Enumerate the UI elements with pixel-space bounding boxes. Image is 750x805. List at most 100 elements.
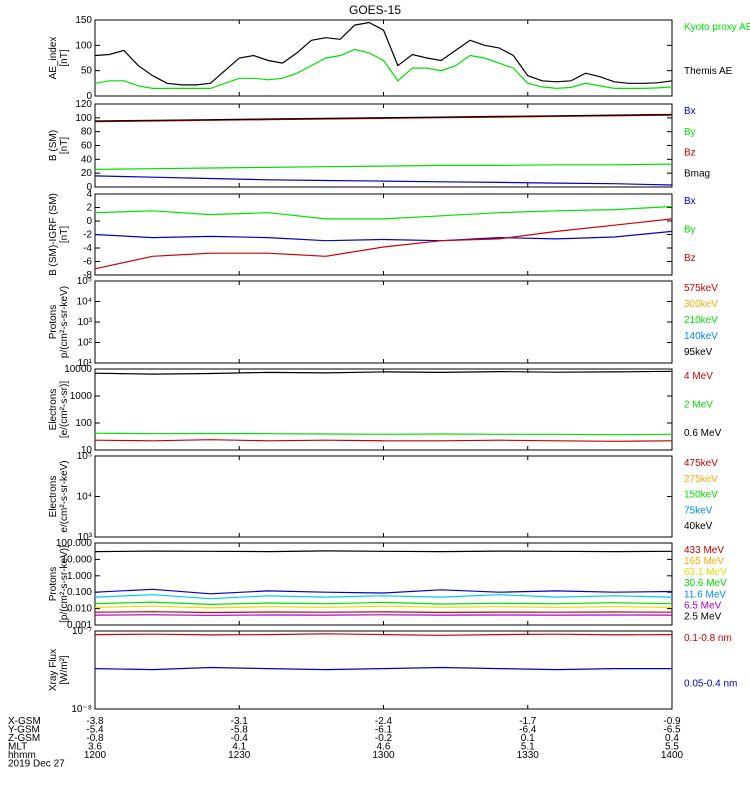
legend-entry: 140keV [684, 331, 718, 342]
legend-entry: 30.6 MeV [684, 578, 727, 589]
y-tick-label: 1.000 [67, 571, 92, 582]
y-axis-label: Xray Flux [48, 649, 59, 691]
orbit-row-value: 1330 [517, 750, 540, 761]
y-tick-label: 100.000 [56, 538, 93, 549]
legend-entry: 150keV [684, 490, 718, 501]
y-tick-label: 10⁻⁸ [71, 704, 92, 715]
orbit-row-value: -0.2 [375, 733, 393, 744]
series-line-1 [94, 432, 673, 436]
y-tick-label: 100 [75, 113, 92, 124]
series-line-2 [94, 439, 673, 442]
y-tick-label: 0 [86, 182, 92, 193]
orbit-row-value: -6.5 [663, 725, 681, 736]
legend-entry: 475keV [684, 458, 718, 469]
legend-entry: By [684, 224, 696, 235]
orbit-row-value: -2.4 [375, 716, 393, 727]
orbit-row-value: -0.8 [86, 733, 104, 744]
legend-entry: 95keV [684, 347, 713, 358]
legend-entry: 6.5 MeV [684, 600, 722, 611]
y-tick-label: 100 [75, 40, 92, 51]
legend-entry: 433 MeV [684, 545, 724, 556]
y-tick-label: 40 [81, 154, 93, 165]
series-line-1 [94, 48, 673, 90]
y-tick-label: 10⁻⁷ [72, 626, 92, 637]
panel-4: 10 100 1000 10000 Electrons [e/(cm²-s-sr)] 4 M… [48, 364, 722, 456]
y-tick-label: -2 [83, 230, 92, 241]
legend-entry: 300keV [684, 299, 718, 310]
orbit-row-value: 1200 [84, 750, 107, 761]
y-tick-label: 0.010 [67, 604, 92, 615]
orbit-row-value: 5.5 [665, 742, 679, 753]
y-tick-label: 20 [81, 168, 93, 179]
date-label: 2019 Dec 27 [8, 759, 65, 770]
series-line-0 [94, 550, 673, 553]
orbit-row-value: -3.8 [86, 716, 104, 727]
y-tick-label: 10³ [78, 532, 93, 543]
series-line-5 [94, 611, 673, 614]
panel-frame [94, 280, 673, 364]
y-tick-label: 10000 [64, 364, 92, 375]
orbit-row-value: -5.8 [231, 725, 249, 736]
y-tick-label: -6 [83, 257, 92, 268]
series-line-1 [94, 113, 673, 122]
y-tick-label: 10¹ [78, 358, 93, 369]
y-tick-label: 1000 [70, 391, 93, 402]
legend-entry: 11.6 MeV [684, 589, 726, 600]
orbit-row-label: MLT [8, 742, 27, 753]
series-line-2 [94, 594, 673, 600]
y-axis-label: [W/m²] [59, 655, 70, 685]
legend-entry: 0.05-0.4 nm [684, 678, 737, 689]
legend-entry: 63.1 MeV [684, 567, 727, 578]
series-line-0 [94, 370, 673, 375]
y-tick-label: 0 [86, 216, 92, 227]
orbit-row-value: -3.1 [231, 716, 249, 727]
panel-1: 0 20 40 60 80 100 120 B (SM) [nT] Bx By Bz Bmag [48, 99, 710, 193]
orbit-row-value: 4.6 [377, 742, 391, 753]
y-tick-label: 10² [78, 338, 93, 349]
legend-entry: 275keV [684, 474, 718, 485]
y-tick-label: 0.100 [67, 587, 92, 598]
orbit-row-value: 3.6 [88, 742, 102, 753]
y-tick-label: 10³ [78, 317, 93, 328]
chart-title: GOES-15 [349, 3, 401, 17]
y-axis-label: B (SM) [48, 130, 59, 161]
orbit-row-value: -1.7 [519, 716, 537, 727]
y-axis-label: [nT] [59, 137, 70, 154]
legend-entry: Bz [684, 253, 696, 264]
y-tick-label: 10 [81, 445, 93, 456]
orbit-row-value: 0.4 [665, 733, 679, 744]
y-tick-label: 0 [86, 91, 92, 102]
y-tick-label: 80 [81, 127, 93, 138]
y-tick-label: 10⁵ [77, 451, 92, 462]
y-axis-label: Electrons [48, 389, 59, 431]
orbit-row-label: Y-GSM [8, 725, 40, 736]
y-axis-label: [nT] [59, 49, 70, 66]
y-tick-label: 2 [86, 203, 92, 214]
panel-6: 0.001 0.010 0.100 1.000 10.000 100.000 Protons… [48, 538, 727, 631]
series-line-0 [94, 114, 673, 123]
y-tick-label: 120 [75, 99, 92, 110]
legend-entry: 2 MeV [684, 399, 713, 410]
orbit-row-value: -6.4 [519, 725, 537, 736]
y-axis-label: [p/(cm²-s-sr-keV)] [59, 545, 70, 623]
y-axis-label: Electrons [48, 476, 59, 518]
legend-entry: 75keV [684, 505, 713, 516]
y-tick-label: 50 [81, 66, 93, 77]
series-line-3 [94, 175, 673, 186]
legend-entry: 575keV [684, 283, 718, 294]
series-line-0 [94, 230, 673, 242]
y-tick-label: 10⁴ [77, 492, 92, 503]
y-axis-label: e/(cm²-s-sr-keV) [59, 460, 70, 532]
orbit-row-label: Z-GSM [8, 733, 40, 744]
orbit-row-value: 5.1 [521, 742, 535, 753]
y-axis-label: AE_index [48, 37, 59, 80]
panel-frame [94, 368, 673, 451]
orbit-row-value: 4.1 [232, 742, 246, 753]
legend-entry: 0.6 MeV [684, 428, 722, 439]
legend-entry: Bmag [684, 169, 710, 180]
panel-2: -8 -6 -4 -2 0 2 4 B (SM)-IGRF (SM) [nT] Bx By Bz [48, 189, 696, 281]
legend-entry: Themis AE [684, 66, 733, 77]
orbit-row-value: 1230 [228, 750, 251, 761]
